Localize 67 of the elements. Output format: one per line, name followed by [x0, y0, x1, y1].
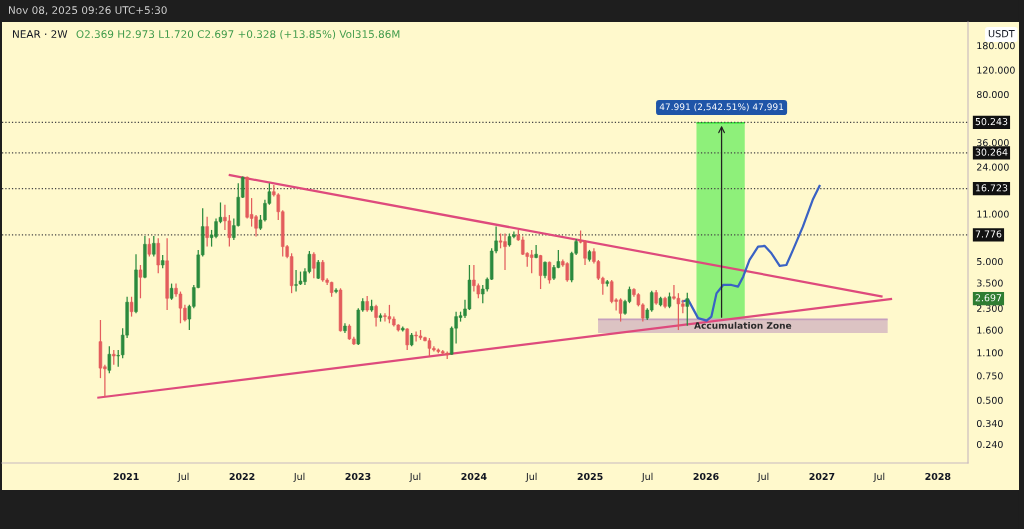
text: NEAR · 2W [13, 30, 68, 38]
x-tick-label: 2026 [693, 472, 719, 481]
y-tick-label: 3.500 [977, 279, 1003, 287]
x-tick-label: 2021 [113, 472, 139, 481]
y-axis-title: USDT [988, 29, 1015, 38]
y-tick-label: 80.000 [976, 90, 1009, 99]
annotation: Accumulation Zone [694, 321, 792, 329]
text: O2.369 H2.973 L1.720 C2.697 +0.328 (+13.85%) Vol315.86M [76, 29, 400, 40]
y-tick-label: 0.500 [976, 396, 1003, 404]
x-tick-label: 2023 [345, 472, 371, 481]
y-tick-label: 1.600 [977, 326, 1003, 334]
candlestick [156, 237, 160, 274]
annotation: 47.991 (2,542.51%) 47,991 [659, 103, 784, 112]
candlestick [129, 296, 134, 318]
y-tick-label: 180.000 [977, 42, 1015, 50]
text: 2.697 [975, 294, 1002, 302]
candlestick [383, 312, 387, 323]
candlestick [672, 284, 676, 301]
x-tick-label: Jul [293, 472, 305, 482]
candlestick [685, 292, 689, 327]
ref-line-label: 7.776 [975, 230, 1002, 238]
candlestick [152, 235, 156, 258]
candlestick [205, 216, 209, 248]
candlestick [387, 304, 392, 324]
x-tick-label: 2025 [577, 472, 603, 481]
y-tick-label: 0.340 [976, 419, 1003, 428]
y-tick-label: 0.240 [976, 440, 1003, 449]
x-tick-label: 2024 [461, 472, 487, 481]
ref-line-label: 16.723 [975, 184, 1008, 192]
ref-line-label: 30.264 [975, 148, 1008, 156]
candlestick [472, 264, 476, 293]
candlestick [138, 264, 143, 299]
y-tick-label: 2.300 [977, 304, 1003, 312]
candlestick [538, 254, 543, 290]
candlestick [374, 304, 378, 328]
candlestick [316, 259, 320, 280]
y-tick-label: 120.000 [977, 66, 1015, 74]
x-tick-label: Jul [525, 472, 537, 482]
x-tick-label: Jul [873, 472, 885, 482]
y-tick-label: 5.000 [977, 257, 1003, 266]
y-tick-label: 1.100 [977, 349, 1003, 357]
candlestick [147, 237, 152, 258]
candlestick [583, 239, 587, 266]
candlestick [534, 244, 538, 259]
candlestick [529, 249, 534, 274]
x-tick-label: 2022 [229, 472, 255, 481]
candlestick [254, 214, 258, 238]
candlestick [427, 337, 432, 358]
candlestick [565, 261, 569, 283]
x-tick-label: Jul [641, 472, 653, 482]
y-tick-label: 11.000 [977, 210, 1009, 218]
candlestick [618, 297, 623, 323]
x-tick-label: Jul [757, 472, 769, 482]
x-tick-label: 2028 [925, 472, 951, 481]
candlestick [321, 259, 325, 283]
candlestick [312, 251, 316, 279]
x-tick-label: 2027 [809, 472, 835, 481]
text: Nov 08, 2025 09:26 UTC+5:30 [9, 6, 167, 16]
ref-line-label: 50.243 [975, 117, 1008, 126]
y-tick-label: 0.750 [976, 372, 1003, 380]
x-tick-label: Jul [177, 472, 189, 482]
candlestick [107, 345, 112, 374]
x-tick-label: Jul [409, 472, 421, 482]
y-tick-label: 24.000 [977, 163, 1009, 171]
candlestick [405, 327, 409, 351]
y-tick-label: 36.000 [977, 139, 1009, 147]
candlestick [334, 287, 338, 294]
